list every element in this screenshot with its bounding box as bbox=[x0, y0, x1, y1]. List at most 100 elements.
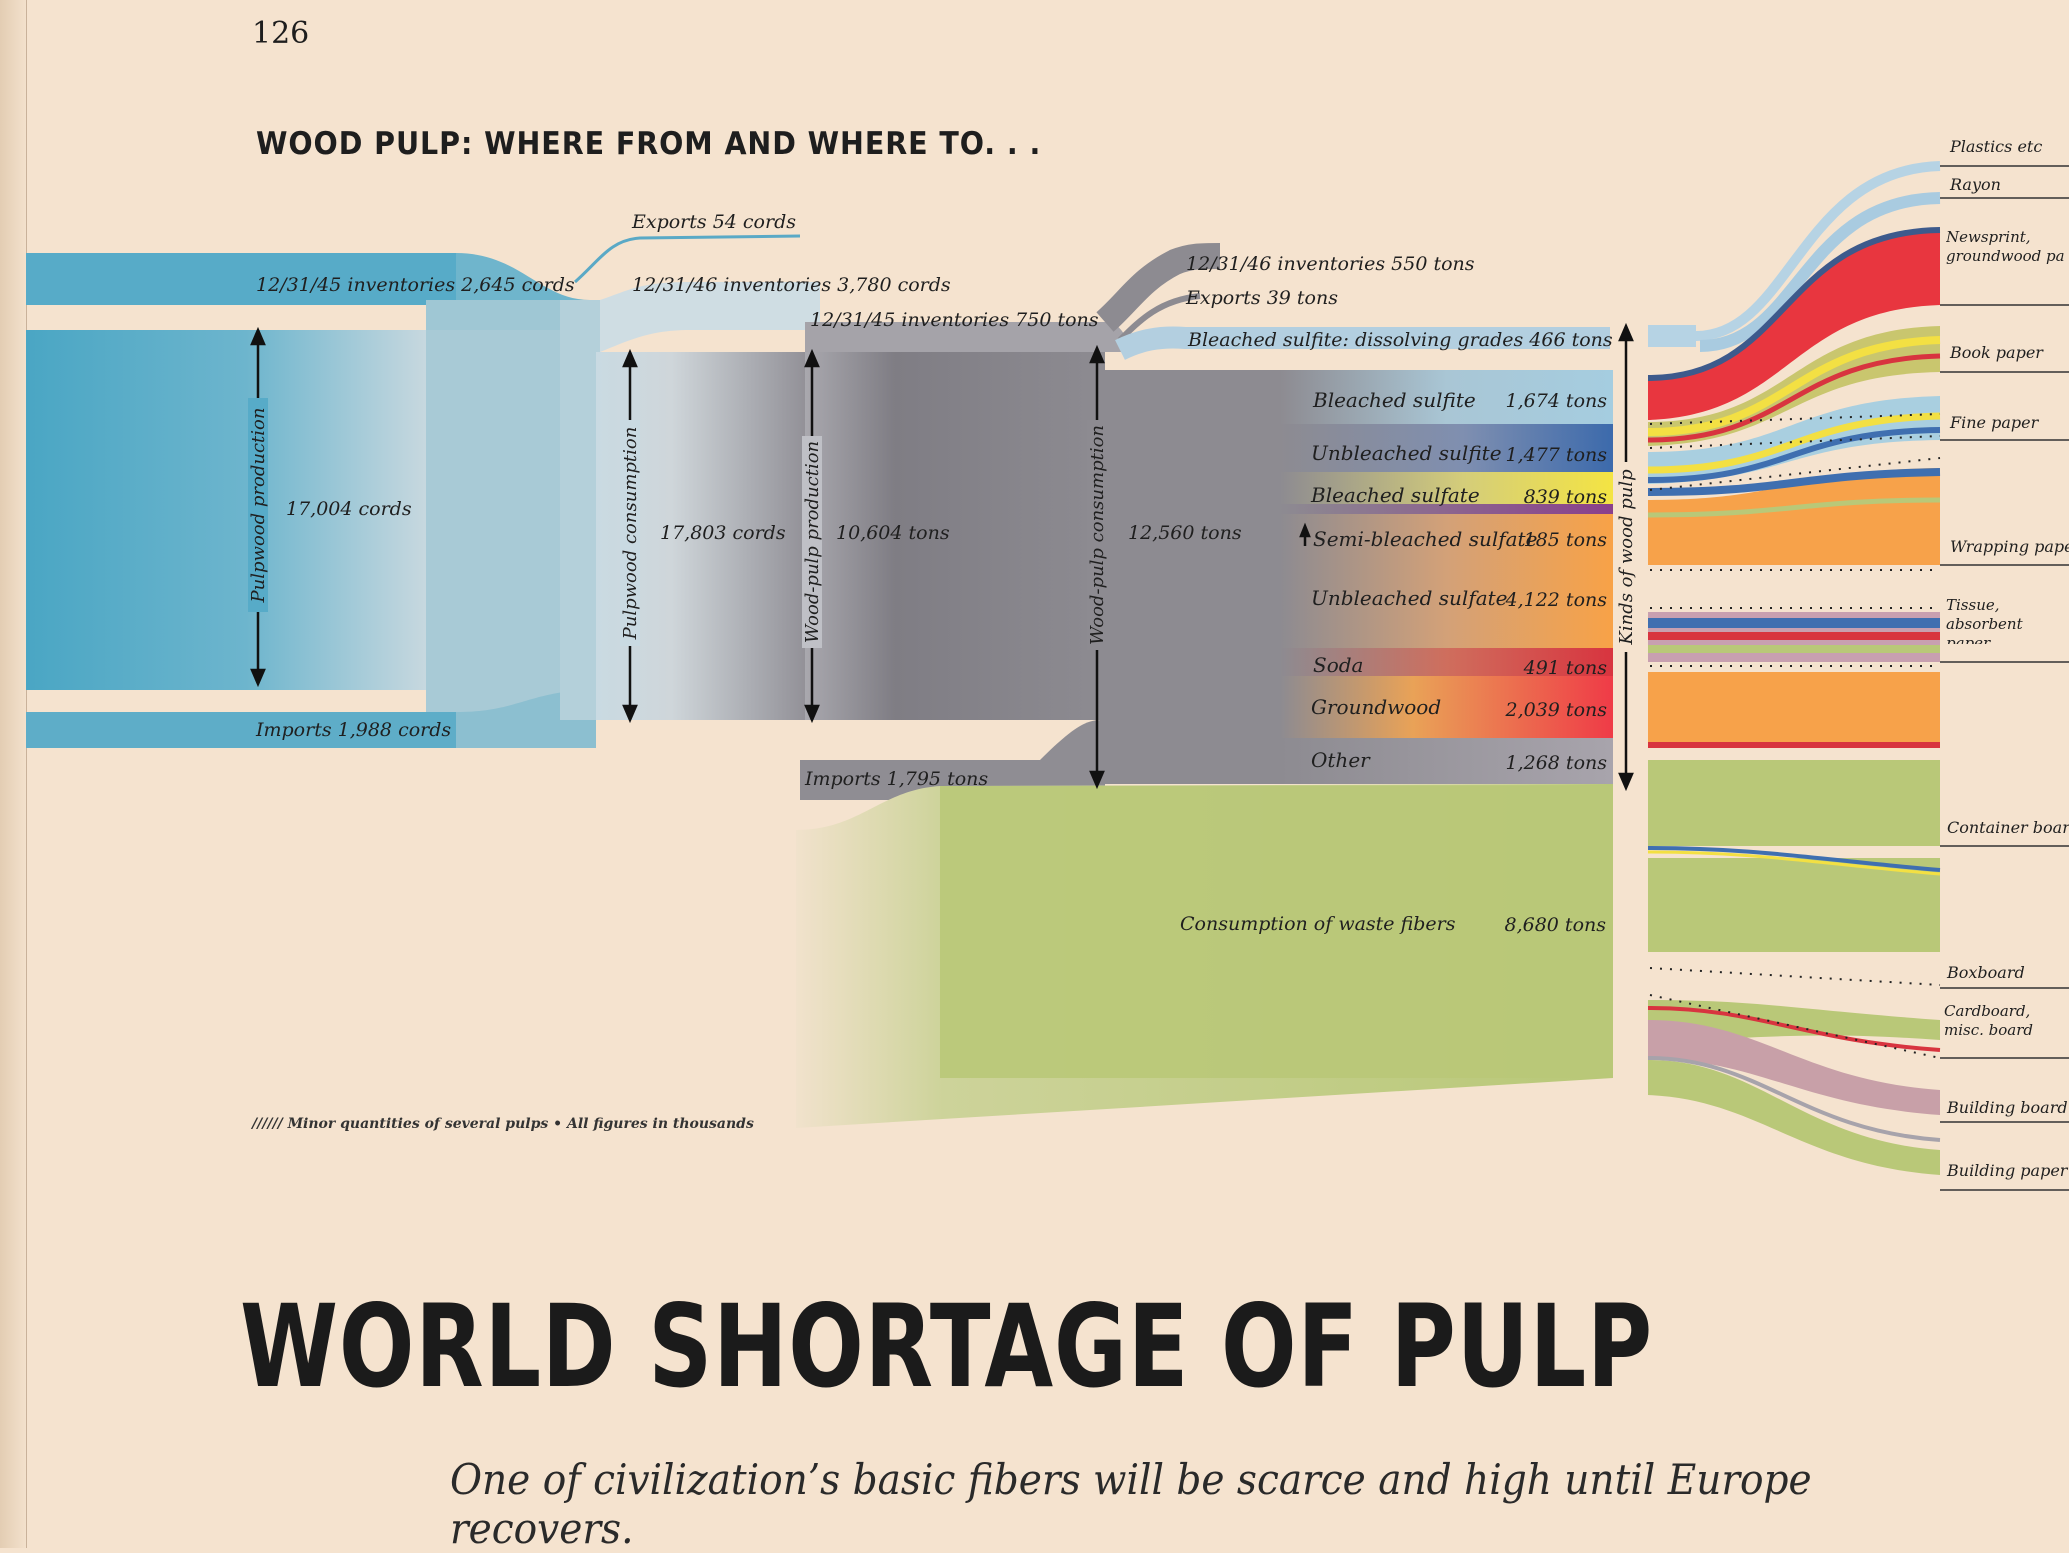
chart-heading: WOOD PULP: WHERE FROM AND WHERE TO. . . bbox=[256, 126, 1042, 162]
flow-fine-paper-blue bbox=[1647, 427, 1941, 483]
value-kind-soda: 491 tons bbox=[1523, 657, 1608, 679]
arrowhead-semi bbox=[1299, 522, 1311, 538]
stage-label-wood-pulp-consumption: Wood-pulp consumption bbox=[1087, 420, 1108, 650]
end-use-fine-paper: Fine paper bbox=[1949, 413, 2040, 432]
flow-wrapping-green bbox=[1647, 497, 1941, 518]
merge-fade bbox=[560, 300, 600, 720]
stage-label-kinds-of-wood-pulp: Kinds of wood pulp bbox=[1616, 462, 1637, 652]
label-kind-unbleached-sulfite: Unbleached sulfite bbox=[1311, 441, 1502, 465]
dissolving-grades-branch bbox=[1115, 326, 1610, 360]
arrowhead-4-up bbox=[1089, 344, 1105, 364]
flow-container-board-green bbox=[1648, 760, 1940, 846]
end-use-tissue-wrap: Tissue, absorbent paper bbox=[1946, 596, 2023, 644]
end-use-tissue: Tissue, absorbent paper bbox=[1946, 596, 2023, 644]
hatch-2 bbox=[1649, 435, 1941, 449]
arrowhead-2-up bbox=[622, 348, 638, 368]
inventory-1945-tons-band bbox=[805, 322, 1140, 352]
end-use-labels: Plastics etc Rayon Newsprint, groundwood… bbox=[1944, 137, 2069, 1180]
label-kind-other: Other bbox=[1311, 748, 1371, 772]
kind-bleached-sulfite bbox=[1280, 370, 1613, 424]
main-title: WORLD SHORTAGE OF PULP bbox=[240, 1280, 1654, 1413]
inventory-1946-tons-branch bbox=[1096, 243, 1221, 332]
flow-building-paper-gray bbox=[1647, 1056, 1941, 1142]
label-kind-bleached-sulfite: Bleached sulfite bbox=[1312, 388, 1476, 412]
end-use-flows bbox=[1647, 161, 1941, 1175]
flow-building-board-red bbox=[1647, 1006, 1941, 1052]
label-imports-cords: Imports 1,988 cords bbox=[255, 719, 451, 741]
hatch-marker: ////// bbox=[252, 1116, 283, 1132]
stage-label-bg-5 bbox=[1616, 462, 1636, 652]
subtitle: One of civilization’s basic fibers will … bbox=[450, 1455, 1812, 1553]
label-exports-tons: Exports 39 tons bbox=[1185, 287, 1338, 309]
end-use-cardboard-wrap: Cardboard, misc. board bbox=[1944, 1002, 2034, 1039]
value-kind-bleached-sulfate: 839 tons bbox=[1524, 486, 1608, 508]
flow-tissue-red bbox=[1648, 632, 1940, 640]
label-pulpwood-production-value: 17,004 cords bbox=[286, 498, 412, 520]
end-use-rayon: Rayon bbox=[1949, 175, 2001, 194]
flow-tissue-blue bbox=[1648, 618, 1940, 628]
label-pulpwood-consumption-value: 17,803 cords bbox=[660, 522, 786, 544]
end-use-newsprint-wrap: Newsprint, groundwood pa bbox=[1946, 228, 2065, 265]
page-gutter bbox=[0, 0, 27, 1548]
waste-fibers-body bbox=[940, 786, 1613, 1078]
stage-label-bg-1 bbox=[248, 398, 268, 612]
kind-unbleached-sulfate bbox=[1280, 514, 1613, 648]
flow-tissue-green bbox=[1648, 645, 1940, 653]
stage-label-wood-pulp-production: Wood-pulp production bbox=[802, 436, 823, 648]
value-kind-unbleached-sulfate: 4,122 tons bbox=[1505, 589, 1608, 611]
end-use-cardboard: Cardboard, misc. board bbox=[1944, 1002, 2034, 1039]
stage-label-text-3: Wood-pulp production bbox=[802, 441, 823, 643]
label-inventory-1945-tons: 12/31/45 inventories 750 tons bbox=[810, 309, 1099, 331]
stage-label-text-2: Pulpwood consumption bbox=[620, 427, 641, 641]
end-use-plastics: Plastics etc bbox=[1949, 137, 2042, 156]
end-use-boxboard: Boxboard bbox=[1946, 963, 2025, 982]
label-kind-soda: Soda bbox=[1313, 653, 1363, 677]
kind-groundwood bbox=[1280, 676, 1613, 738]
label-kind-unbleached-sulfate: Unbleached sulfate bbox=[1311, 586, 1508, 610]
flow-fine-paper-yellow bbox=[1647, 412, 1941, 474]
hatch-1 bbox=[1649, 413, 1941, 425]
label-dissolving-grades: Bleached sulfite: dissolving grades 466 … bbox=[1187, 329, 1613, 351]
arrowhead-5-down bbox=[1618, 772, 1634, 792]
flow-boxboard-yellow bbox=[1647, 850, 1941, 876]
label-inventory-1946-cords: 12/31/46 inventories 3,780 cords bbox=[632, 274, 951, 296]
wood-pulp-consumption-band bbox=[1100, 370, 1280, 784]
imports-cords-band bbox=[26, 712, 456, 748]
value-kind-unbleached-sulfite: 1,477 tons bbox=[1506, 444, 1608, 466]
label-kind-bleached-sulfate: Bleached sulfate bbox=[1310, 483, 1480, 507]
flow-wrapping-paper bbox=[1648, 468, 1940, 565]
label-imports-tons: Imports 1,795 tons bbox=[804, 768, 988, 790]
footnote: ////// Minor quantities of several pulps… bbox=[252, 1116, 754, 1132]
right-dissolving-stub bbox=[1648, 325, 1696, 347]
label-wood-pulp-production-value: 10,604 tons bbox=[836, 522, 950, 544]
stage-label-pulpwood-consumption: Pulpwood consumption bbox=[620, 420, 641, 646]
arrowhead-3-down bbox=[804, 704, 820, 724]
end-use-building-board: Building board bbox=[1946, 1098, 2068, 1117]
flow-rayon bbox=[1699, 192, 1941, 352]
page-number: 126 bbox=[252, 16, 310, 51]
wood-pulp-production-band bbox=[805, 352, 1105, 720]
kind-unbleached-sulfite bbox=[1280, 424, 1613, 472]
flow-boxboard bbox=[1648, 858, 1940, 952]
kind-soda bbox=[1280, 648, 1613, 676]
end-use-building-paper: Building paper bbox=[1946, 1161, 2069, 1180]
flow-book-paper-red bbox=[1647, 353, 1941, 443]
kind-semi-bleached-sulfate bbox=[1280, 504, 1613, 514]
minor-quantity-hatches bbox=[1649, 413, 1941, 1059]
value-kind-semi-bleached-sulfate: 185 tons bbox=[1524, 529, 1608, 551]
label-wood-pulp-consumption-value: 12,560 tons bbox=[1128, 522, 1242, 544]
arrowhead-4-down bbox=[1089, 770, 1105, 790]
label-kind-semi-bleached-sulfate: Semi-bleached sulfate bbox=[1313, 527, 1537, 551]
pulpwood-production-band bbox=[26, 330, 426, 690]
end-use-newsprint: Newsprint, groundwood pa bbox=[1946, 228, 2065, 265]
kind-bleached-sulfate bbox=[1280, 472, 1613, 504]
inventory-1946-cords-branch bbox=[600, 282, 820, 352]
flow-wrapping-blue bbox=[1647, 468, 1941, 496]
inventory-1945-cords-band bbox=[26, 253, 456, 305]
value-kind-groundwood: 2,039 tons bbox=[1505, 699, 1608, 721]
end-use-wrapping-paper: Wrapping pape bbox=[1950, 537, 2069, 556]
label-waste-fibers-value: 8,680 tons bbox=[1505, 914, 1607, 936]
flow-newsprint bbox=[1648, 232, 1940, 420]
